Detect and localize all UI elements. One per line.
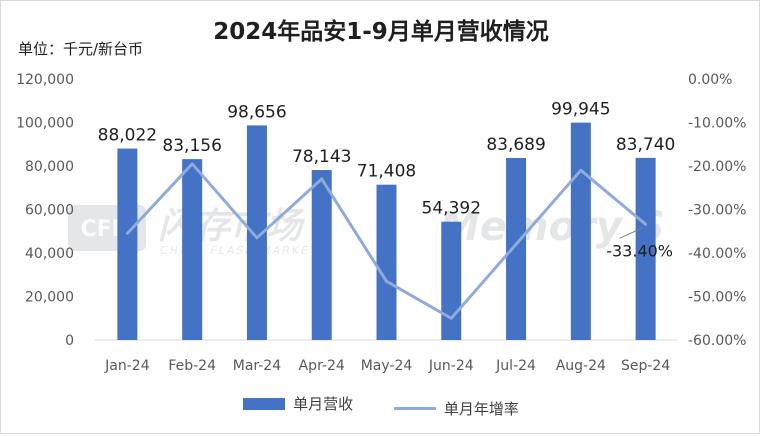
unit-label: 单位：千元/新台币 <box>18 40 144 58</box>
left-axis: 0 20,000 40,000 60,000 80,000 100,000 120,000 <box>16 72 74 349</box>
right-tick-label: 0.00% <box>688 72 732 88</box>
x-tick-label: Jun-24 <box>428 358 474 374</box>
chart-title: 2024年品安1-9月单月营收情况 <box>213 19 549 45</box>
line-point <box>579 168 583 172</box>
bar <box>117 148 138 340</box>
line-point <box>514 242 518 246</box>
bar-data-label: 83,156 <box>162 136 221 156</box>
legend-label-line: 单月年增率 <box>443 399 519 418</box>
left-tick-label: 20,000 <box>25 290 74 306</box>
x-tick-label: Jul-24 <box>495 358 536 374</box>
bar-data-label: 98,656 <box>227 102 286 122</box>
x-tick-label: Sep-24 <box>621 358 670 374</box>
line-point <box>449 316 453 320</box>
bar <box>506 157 527 340</box>
bar-data-label: 83,689 <box>486 135 545 155</box>
bar-data-label: 99,945 <box>551 100 610 120</box>
legend: 单月营收 单月年增率 <box>0 393 762 419</box>
left-tick-label: 100,000 <box>16 116 74 132</box>
line-point <box>644 222 648 226</box>
bar <box>635 157 656 340</box>
line-point <box>320 177 324 181</box>
line-point <box>190 162 194 166</box>
bar <box>311 170 332 340</box>
right-tick-label: -30.00% <box>688 203 746 219</box>
legend-item-bar: 单月营收 <box>243 393 353 414</box>
left-tick-label: 60,000 <box>25 203 74 219</box>
bar-data-label: 54,392 <box>422 199 481 219</box>
right-tick-label: -50.00% <box>688 290 746 306</box>
watermark-brand-text: Memory S <box>440 204 665 250</box>
line-point <box>385 279 388 283</box>
legend-swatch-line <box>393 406 436 410</box>
left-tick-label: 0 <box>65 333 74 349</box>
x-tick-label: Jan-24 <box>104 358 150 374</box>
bar <box>246 125 267 340</box>
left-tick-label: 40,000 <box>25 246 74 262</box>
x-axis: Jan-24 Feb-24 Mar-24 Apr-24 May-24 Jun-24 Jul-… <box>104 358 670 374</box>
legend-item-line: 单月年增率 <box>393 398 519 419</box>
left-tick-label: 80,000 <box>25 159 74 175</box>
legend-label-bar: 单月营收 <box>293 395 354 413</box>
bar-series <box>117 122 656 340</box>
line-point <box>255 236 259 240</box>
annotation-leader <box>619 226 644 239</box>
right-tick-label: -20.00% <box>688 159 746 175</box>
annotation: -33.40% <box>606 226 673 260</box>
bar-data-label: 71,408 <box>357 162 416 182</box>
bar-data-label: 88,022 <box>98 126 157 146</box>
bar <box>376 184 397 340</box>
bar <box>570 122 591 340</box>
right-tick-label: -60.00% <box>688 333 746 349</box>
x-tick-label: May-24 <box>361 358 413 374</box>
x-tick-label: Aug-24 <box>556 358 606 374</box>
bar <box>441 221 462 340</box>
legend-swatch-bar <box>243 397 286 410</box>
line-series <box>125 162 648 320</box>
x-tick-label: Mar-24 <box>233 358 281 374</box>
right-axis: -60.00% -50.00% -40.00% -30.00% -20.00% -10.0… <box>688 72 746 349</box>
x-tick-label: Apr-24 <box>299 358 345 374</box>
annotation-label: -33.40% <box>606 241 673 260</box>
right-tick-label: -40.00% <box>688 246 746 262</box>
bar <box>182 159 203 340</box>
x-tick-label: Feb-24 <box>168 358 216 374</box>
line-point <box>125 231 129 235</box>
right-tick-label: -10.00% <box>688 116 746 132</box>
bar-data-label: 78,143 <box>292 147 351 167</box>
left-tick-label: 120,000 <box>16 72 74 88</box>
bar-data-label: 83,740 <box>616 135 675 155</box>
